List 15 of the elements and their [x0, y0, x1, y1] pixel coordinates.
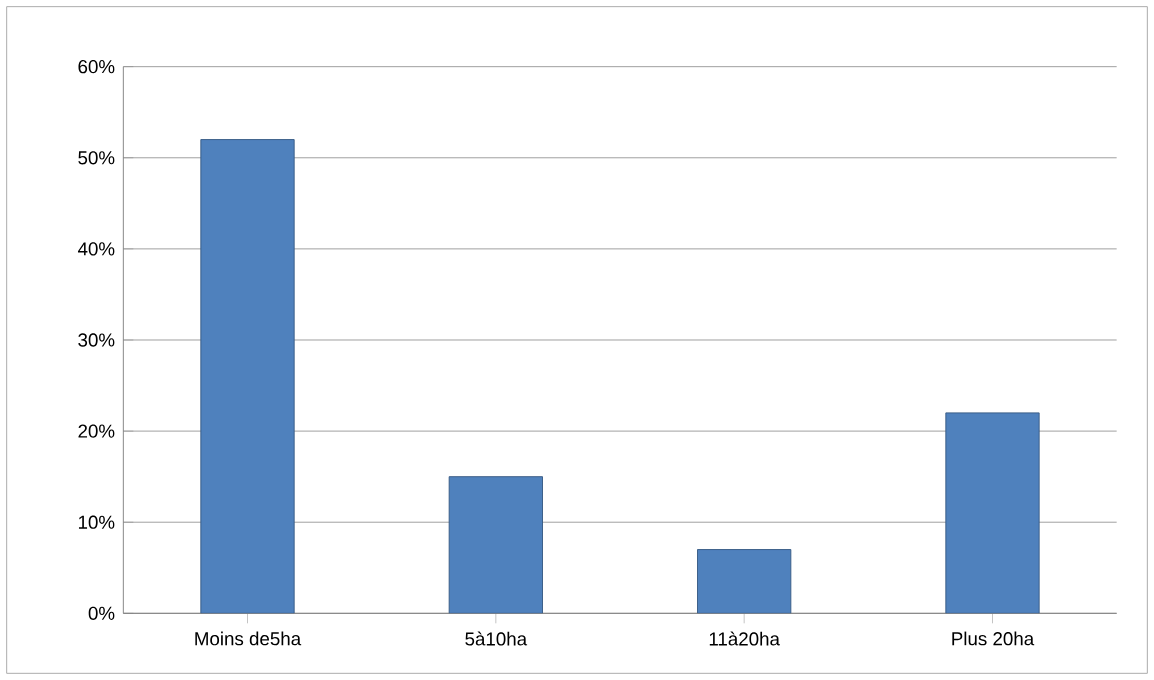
y-tick-label: 10%	[78, 515, 115, 529]
x-tick-label: 11à20ha	[709, 631, 780, 646]
bar	[697, 549, 792, 614]
bar	[945, 412, 1040, 614]
y-tick-label: 20%	[78, 424, 115, 438]
y-tick-label: 30%	[78, 333, 115, 347]
y-tick-label: 40%	[77, 242, 115, 256]
y-tick-label: 60%	[78, 60, 115, 74]
x-tick-label: Plus 20ha	[952, 631, 1035, 646]
y-tick-label: 50%	[78, 151, 115, 165]
y-tick-label: 0%	[88, 606, 115, 620]
x-tick-label: Moins de5ha	[195, 631, 302, 646]
bar	[200, 139, 295, 614]
bar	[448, 476, 543, 614]
x-tick-label: 5à10ha	[465, 631, 528, 646]
